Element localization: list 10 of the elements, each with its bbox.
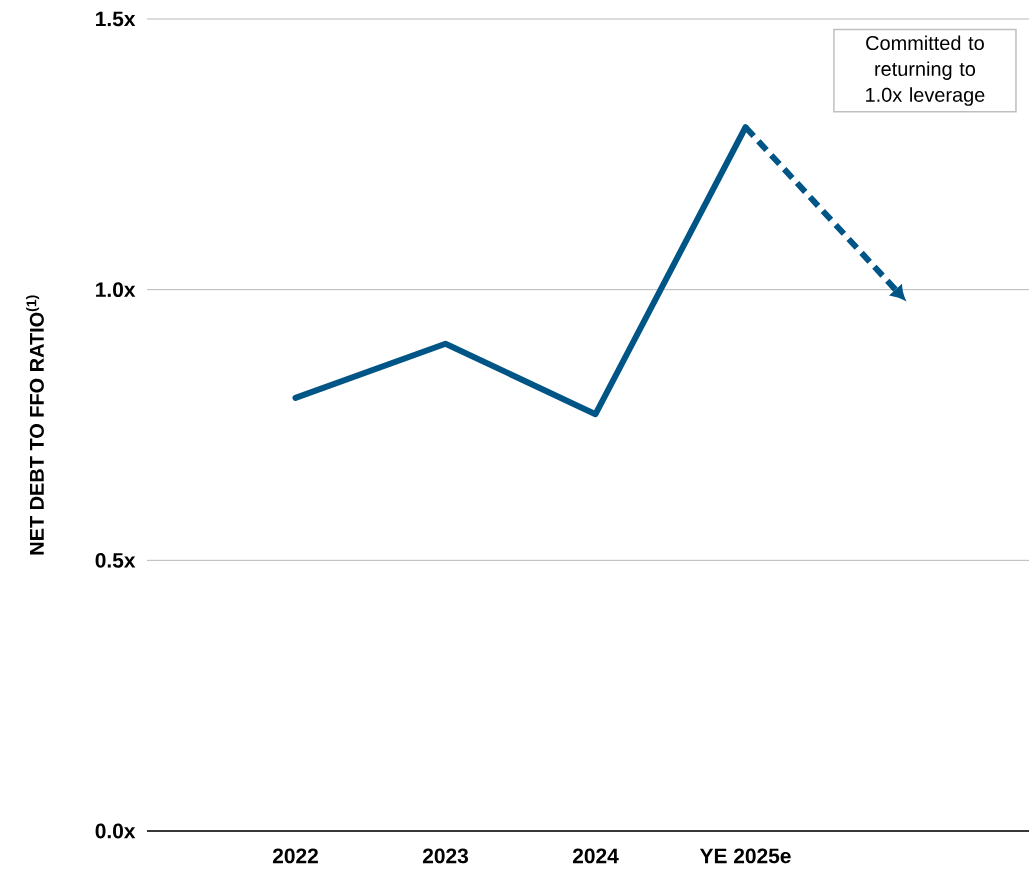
y-tick-label: 1.0x [96,282,136,298]
x-tick-label: 2022 [272,848,318,864]
y-tick-label: 0.0x [95,823,136,839]
y-axis-title: NET DEBT TO FFO RATIO$^{(1)}$ [26,295,44,555]
y-tick-label: 1.5x [96,11,136,27]
x-tick-label: 2024 [572,848,619,864]
y-tick-label: 0.5x [95,552,136,568]
x-tick-label: 2023 [422,848,469,864]
x-tick-label: YE 2025e [699,848,791,864]
annotation: Committed to returning to 1.0x leverage [866,35,985,106]
